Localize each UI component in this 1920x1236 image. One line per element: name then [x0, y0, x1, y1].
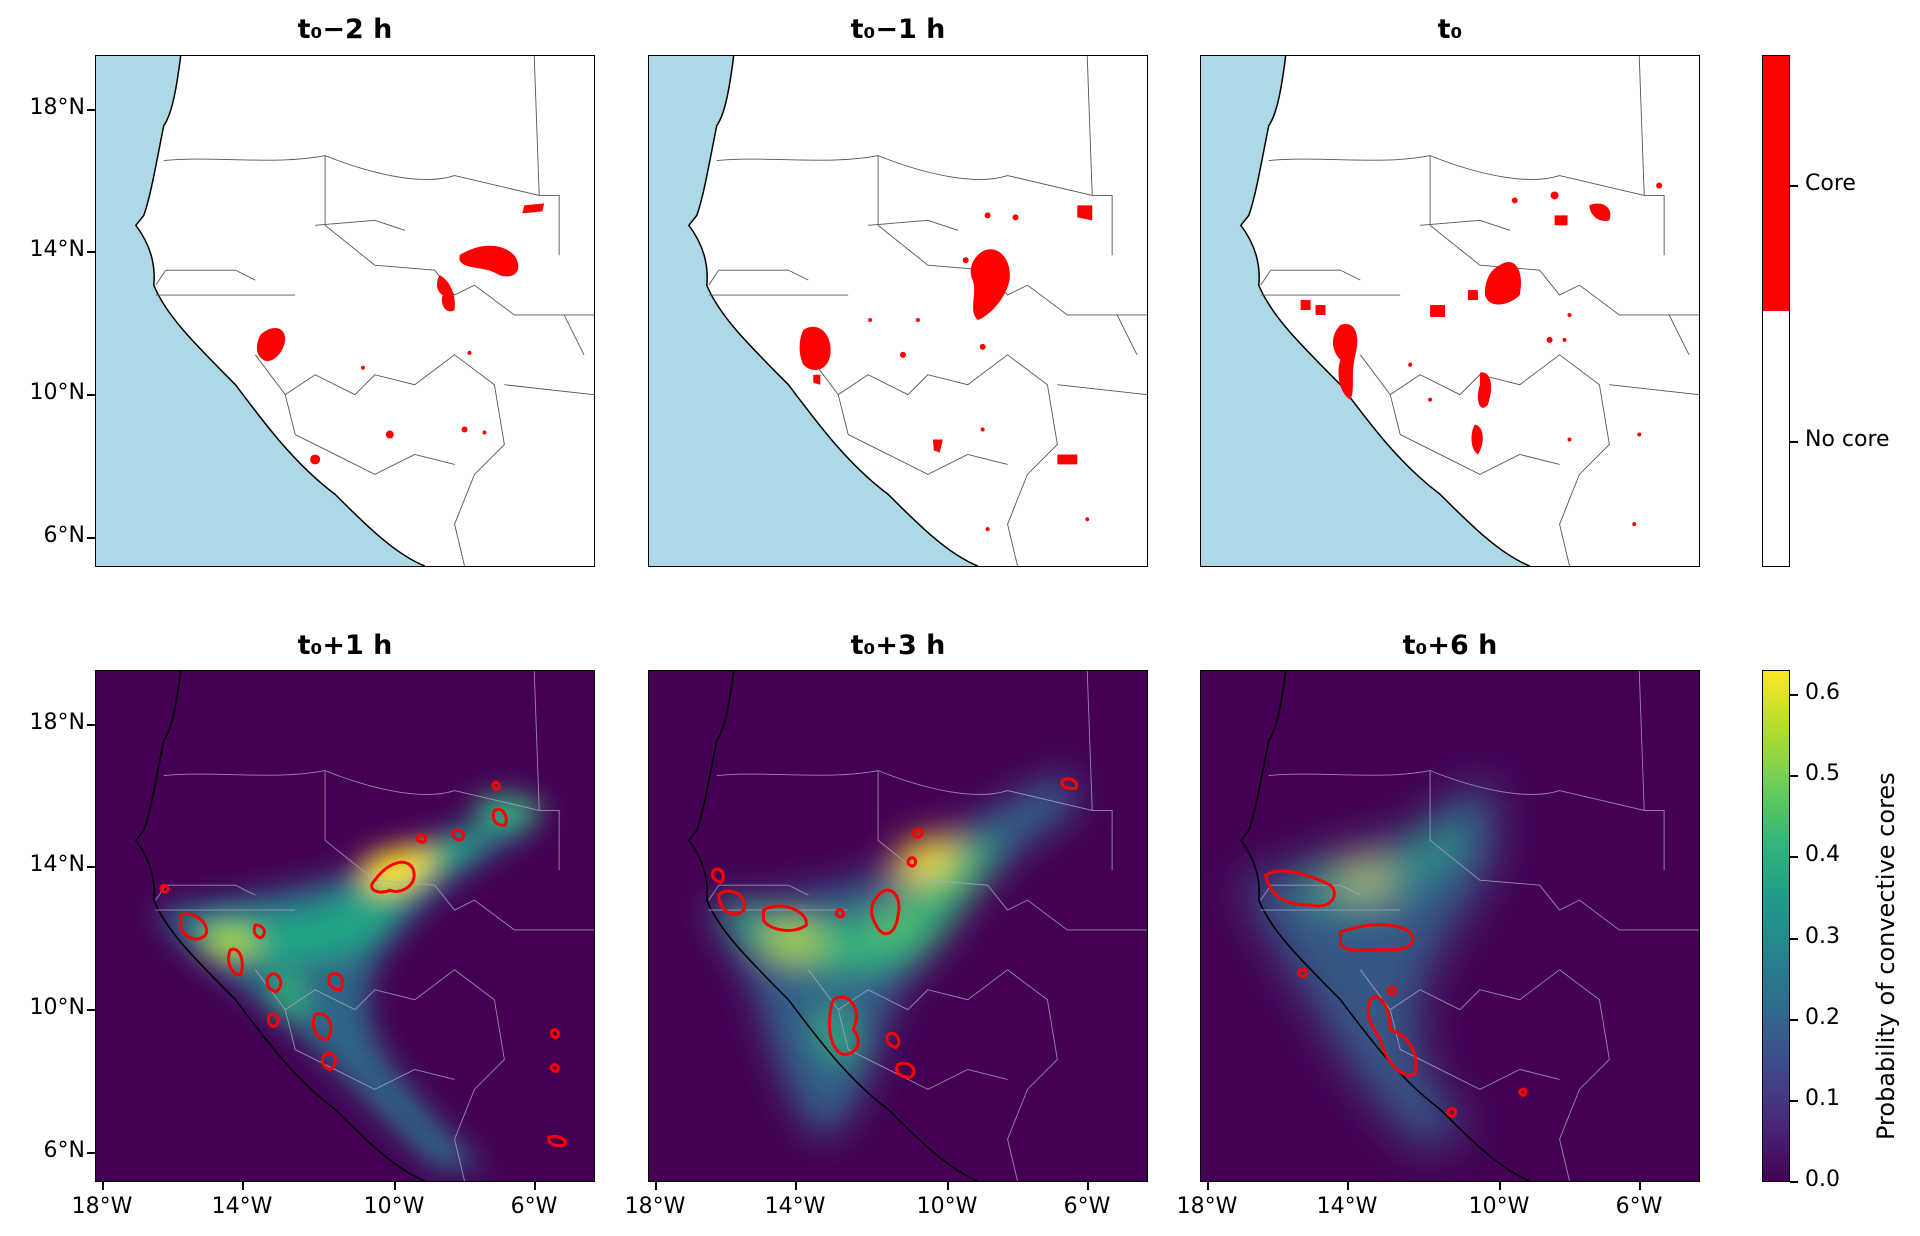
x-tick-18w-p4 — [102, 1182, 104, 1190]
probability-panel-t0-plus-1h — [95, 670, 595, 1182]
panel-title-3: t₀ — [1437, 14, 1463, 45]
x-tick-label-10w-p5: 10°W — [916, 1194, 978, 1219]
colorbar-tick-core — [1790, 185, 1798, 187]
colorbar-probability-title: Probability of convective cores — [1872, 772, 1900, 1140]
colorbar-tick-0.2 — [1790, 1019, 1798, 1021]
x-tick-6w-p4 — [534, 1182, 536, 1190]
colorbar-tick-0.6 — [1790, 694, 1798, 696]
colorbar-binary — [1762, 55, 1790, 567]
colorbar-tick-0.3 — [1790, 938, 1798, 940]
x-tick-6w-p6 — [1639, 1182, 1641, 1190]
x-tick-label-6w-p4: 6°W — [510, 1194, 558, 1219]
x-tick-10w-p5 — [947, 1182, 949, 1190]
x-tick-6w-p5 — [1087, 1182, 1089, 1190]
x-tick-label-6w-p6: 6°W — [1615, 1194, 1663, 1219]
colorbar-tick-label-0.5: 0.5 — [1805, 761, 1840, 786]
x-tick-label-6w-p5: 6°W — [1063, 1194, 1111, 1219]
colorbar-probability — [1762, 670, 1790, 1182]
colorbar-tick-0.5 — [1790, 775, 1798, 777]
panel-title-5: t₀+3 h — [850, 630, 946, 661]
x-tick-label-10w-p4: 10°W — [363, 1194, 425, 1219]
y-tick-label-6n-top: 6°N — [43, 523, 85, 548]
x-tick-14w-p4 — [242, 1182, 244, 1190]
map-panel-t0 — [1200, 55, 1700, 567]
panel-title-4: t₀+1 h — [297, 630, 393, 661]
colorbar-tick-0.0 — [1790, 1181, 1798, 1183]
colorbar-label-no-core: No core — [1805, 427, 1890, 452]
panel-title-1: t₀−2 h — [297, 14, 393, 45]
panel-title-2: t₀−1 h — [850, 14, 946, 45]
colorbar-tick-label-0.4: 0.4 — [1805, 842, 1840, 867]
x-tick-18w-p6 — [1207, 1182, 1209, 1190]
colorbar-tick-0.1 — [1790, 1100, 1798, 1102]
colorbar-tick-0.4 — [1790, 856, 1798, 858]
probability-panel-t0-plus-6h — [1200, 670, 1700, 1182]
colorbar-tick-label-0.2: 0.2 — [1805, 1005, 1840, 1030]
y-tick-label-14n-top: 14°N — [29, 237, 85, 262]
x-tick-label-10w-p6: 10°W — [1468, 1194, 1530, 1219]
colorbar-tick-label-0.0: 0.0 — [1805, 1167, 1840, 1192]
y-tick-label-6n-bottom: 6°N — [43, 1138, 85, 1163]
y-tick-10n-bottom — [87, 1009, 95, 1011]
y-tick-18n-bottom — [87, 724, 95, 726]
x-tick-label-14w-p5: 14°W — [764, 1194, 826, 1219]
y-tick-label-14n-bottom: 14°N — [29, 852, 85, 877]
map-panel-t0-minus-2h — [95, 55, 595, 567]
x-tick-10w-p6 — [1499, 1182, 1501, 1190]
x-tick-14w-p5 — [795, 1182, 797, 1190]
colorbar-tick-label-0.3: 0.3 — [1805, 924, 1840, 949]
x-tick-label-18w-p5: 18°W — [624, 1194, 686, 1219]
map-panel-t0-minus-1h — [648, 55, 1148, 567]
x-tick-label-14w-p4: 14°W — [211, 1194, 273, 1219]
x-tick-label-18w-p6: 18°W — [1176, 1194, 1238, 1219]
x-tick-label-18w-p4: 18°W — [71, 1194, 133, 1219]
probability-panel-t0-plus-3h — [648, 670, 1148, 1182]
panel-title-6: t₀+6 h — [1402, 630, 1498, 661]
colorbar-tick-label-0.1: 0.1 — [1805, 1086, 1840, 1111]
x-tick-14w-p6 — [1347, 1182, 1349, 1190]
y-tick-6n-bottom — [87, 1152, 95, 1154]
y-tick-label-18n-bottom: 18°N — [29, 710, 85, 735]
colorbar-tick-no-core — [1790, 441, 1798, 443]
y-tick-6n-top — [87, 537, 95, 539]
y-tick-label-10n-bottom: 10°N — [29, 995, 85, 1020]
y-tick-18n-top — [87, 109, 95, 111]
colorbar-label-core: Core — [1805, 171, 1856, 196]
y-tick-14n-bottom — [87, 866, 95, 868]
x-tick-18w-p5 — [655, 1182, 657, 1190]
colorbar-tick-label-0.6: 0.6 — [1805, 680, 1840, 705]
x-tick-10w-p4 — [394, 1182, 396, 1190]
x-tick-label-14w-p6: 14°W — [1316, 1194, 1378, 1219]
y-tick-label-10n-top: 10°N — [29, 380, 85, 405]
y-tick-label-18n-top: 18°N — [29, 95, 85, 120]
y-tick-14n-top — [87, 251, 95, 253]
y-tick-10n-top — [87, 394, 95, 396]
